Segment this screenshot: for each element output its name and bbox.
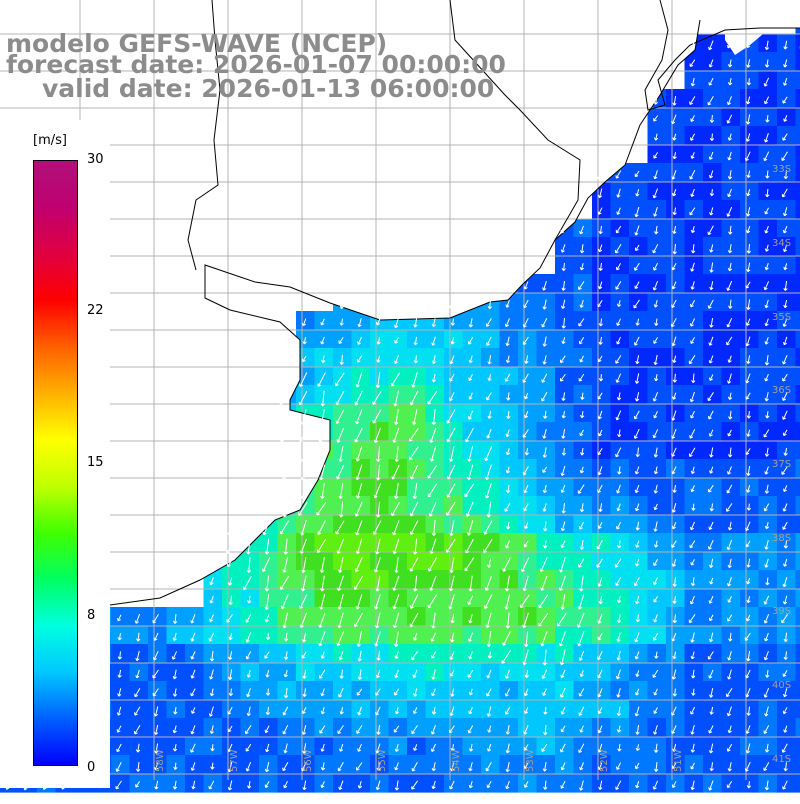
latitude-label: 38S [772, 533, 791, 544]
ocean-cell [796, 774, 800, 793]
latitude-label: 36S [772, 385, 791, 396]
ocean-cell [796, 422, 800, 441]
longitude-label: 56W [303, 749, 314, 772]
title-line-3: valid date: 2026-01-13 06:00:00 [42, 76, 494, 101]
ocean-cell [796, 145, 800, 164]
colorbar-tick-22: 22 [87, 303, 104, 318]
ocean-cell [796, 644, 800, 663]
ocean-cell [796, 385, 800, 404]
ocean-cell [796, 496, 800, 515]
ocean-cell [796, 200, 800, 219]
longitude-label: 57W [229, 749, 240, 772]
ocean-cell [796, 182, 800, 201]
ocean-cell [796, 311, 800, 330]
ocean-cell [796, 589, 800, 608]
ocean-cell [796, 700, 800, 719]
longitude-label: 52W [599, 749, 610, 772]
colorbar-tick-30: 30 [87, 152, 104, 167]
ocean-cell [796, 126, 800, 145]
ocean-cell [796, 367, 800, 386]
ocean-cell [796, 515, 800, 534]
ocean-cell [796, 681, 800, 700]
longitude-label: 53W [525, 749, 536, 772]
ocean-cell [796, 626, 800, 645]
colorbar-tick-0: 0 [87, 760, 95, 775]
ocean-cell [796, 755, 800, 774]
ocean-cell [796, 237, 800, 256]
colorbar-tick-15: 15 [87, 455, 104, 470]
ocean-cell [796, 718, 800, 737]
ocean-cell [796, 459, 800, 478]
ocean-cell [796, 293, 800, 312]
latitude-label: 37S [772, 459, 791, 470]
longitude-label: 54W [451, 749, 462, 772]
ocean-cell [796, 256, 800, 275]
longitude-label: 51W [673, 749, 684, 772]
latitude-label: 39S [772, 606, 791, 617]
ocean-cell [796, 89, 800, 108]
ocean-cell [796, 570, 800, 589]
latitude-label: 35S [772, 312, 791, 323]
ocean-cell [796, 552, 800, 571]
ocean-cell [796, 219, 800, 238]
longitude-label: 58W [155, 749, 166, 772]
longitude-label: 55W [377, 749, 388, 772]
ocean-cell [796, 533, 800, 552]
colorbar [33, 160, 78, 766]
ocean-cell [796, 737, 800, 756]
ocean-cell [796, 478, 800, 497]
ocean-cell [796, 404, 800, 423]
ocean-cell [796, 108, 800, 127]
ocean-cell [796, 330, 800, 349]
ocean-cell [796, 348, 800, 367]
ocean-cell [796, 607, 800, 626]
colorbar-unit: [m/s] [33, 133, 67, 148]
latitude-label: 40S [772, 680, 791, 691]
ocean-cell [796, 163, 800, 182]
latitude-label: 33S [772, 164, 791, 175]
latitude-label: 34S [772, 238, 791, 249]
ocean-cell [796, 52, 800, 71]
latitude-label: 41S [772, 754, 791, 765]
ocean-cell [796, 71, 800, 90]
ocean-cell [796, 34, 800, 53]
ocean-cell [796, 441, 800, 460]
colorbar-tick-8: 8 [87, 608, 95, 623]
ocean-cell [796, 663, 800, 682]
ocean-cell [796, 274, 800, 293]
